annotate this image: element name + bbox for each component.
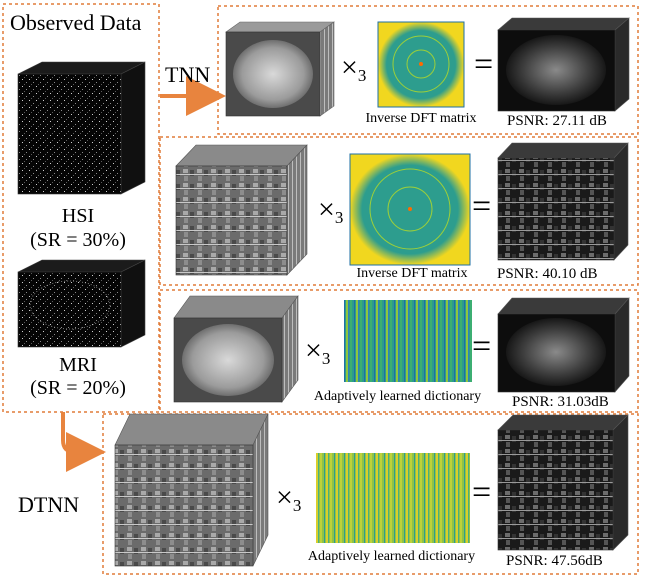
row1-mode3-product: ×3	[341, 51, 367, 85]
row3-input-cube	[173, 295, 299, 403]
row1-psnr: PSNR: 27.11 dB	[507, 113, 607, 129]
row1-dft-matrix	[377, 21, 465, 108]
row2-dft-matrix	[349, 153, 471, 266]
row4-mode3-product: ×3	[276, 481, 302, 515]
observed-hsi-cube	[17, 61, 146, 195]
row4-equals: =	[472, 474, 492, 511]
row1-transform-caption: Inverse DFT matrix	[365, 111, 477, 126]
row3-output-cube	[497, 297, 630, 393]
row2-output-cube	[497, 142, 629, 261]
observed-data-frame	[2, 3, 160, 413]
dtnn-method-label: DTNN	[18, 492, 80, 517]
hsi-label: HSI	[61, 205, 95, 227]
dtnn-arrow	[61, 412, 106, 472]
row1-output-cube	[497, 17, 630, 112]
tnn-method-label: TNN	[165, 62, 211, 87]
row2-mode3-product: ×3	[318, 193, 344, 227]
dtnn-frame-row4	[102, 413, 639, 575]
row2-input-cube	[175, 144, 308, 276]
row3-psnr: PSNR: 31.03dB	[512, 394, 609, 410]
observed-mri-cube	[17, 259, 146, 348]
mri-label: MRI	[59, 354, 97, 376]
row2-transform-caption: Inverse DFT matrix	[356, 266, 468, 281]
row3-learned-dictionary	[344, 300, 472, 382]
hsi-sampling-rate: (SR = 30%)	[30, 229, 126, 251]
tnn-frame-row2	[159, 136, 639, 286]
row4-input-cube	[114, 413, 269, 567]
tnn-frame-row1	[217, 5, 639, 135]
row4-transform-caption: Adaptively learned dictionary	[307, 549, 476, 564]
observed-data-title: Observed Data	[10, 10, 142, 35]
row2-psnr: PSNR: 40.10 dB	[497, 266, 598, 282]
row1-equals: =	[474, 46, 494, 83]
row1-input-cube	[225, 21, 335, 117]
row3-mode3-product: ×3	[305, 334, 331, 368]
row4-learned-dictionary	[316, 453, 470, 543]
row3-equals: =	[472, 328, 492, 365]
row4-output-cube	[497, 414, 629, 551]
row3-transform-caption: Adaptively learned dictionary	[313, 389, 482, 404]
row2-equals: =	[472, 188, 492, 225]
mri-sampling-rate: (SR = 20%)	[30, 377, 126, 399]
row4-psnr: PSNR: 47.56dB	[506, 553, 603, 569]
